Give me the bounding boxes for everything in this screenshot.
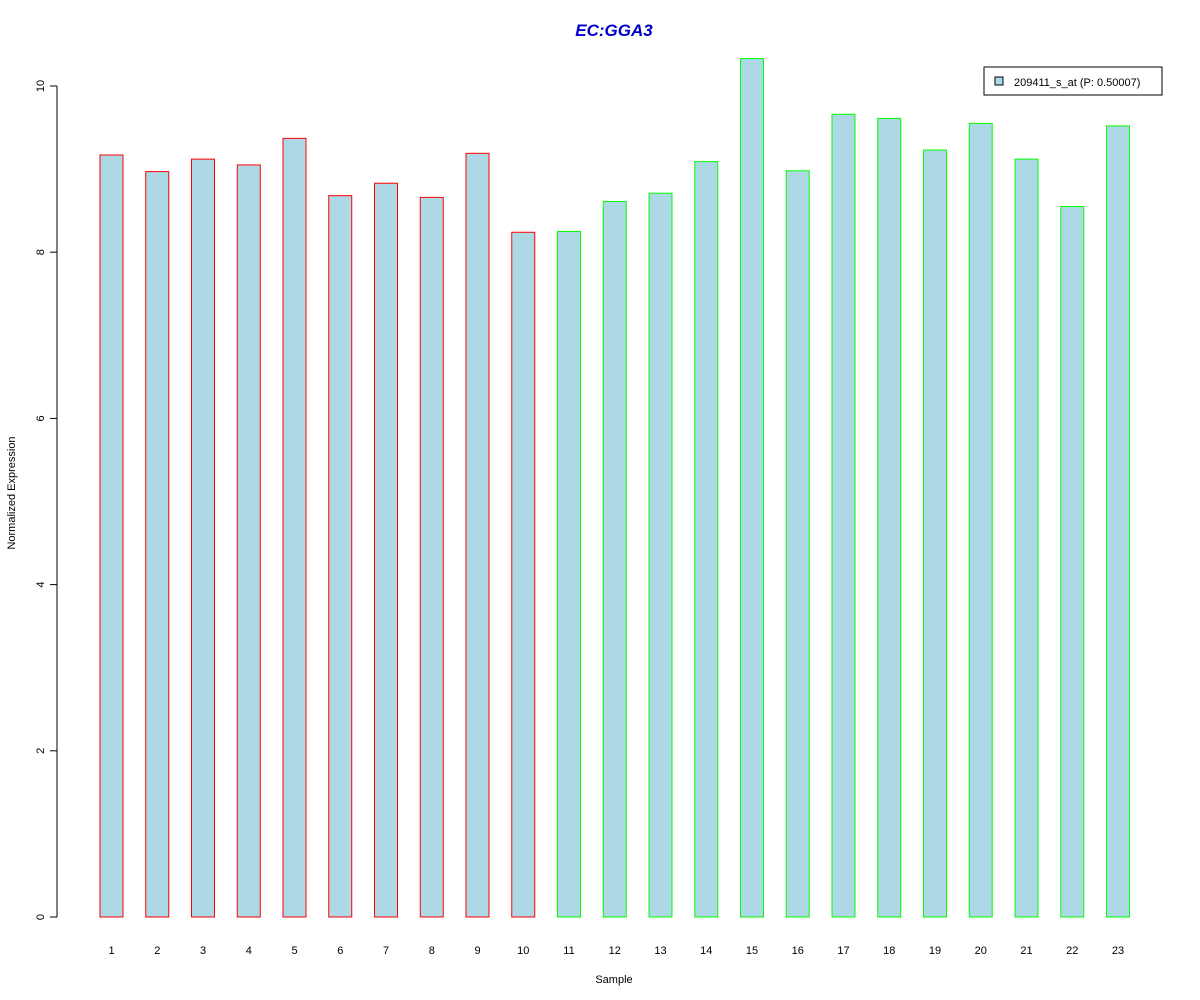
bar-sample-1 bbox=[99, 154, 124, 918]
y-axis-title: Normalized Expression bbox=[6, 436, 18, 549]
y-tick-label: 8 bbox=[35, 249, 47, 255]
x-tick-label: 18 bbox=[883, 945, 895, 957]
bar-sample-14 bbox=[694, 161, 719, 918]
x-tick-label: 3 bbox=[200, 945, 206, 957]
x-tick-label: 16 bbox=[792, 945, 804, 957]
x-axis-title: Sample bbox=[595, 974, 632, 986]
x-tick-label: 13 bbox=[654, 945, 666, 957]
bar-sample-5 bbox=[282, 137, 307, 918]
bar-sample-10 bbox=[511, 231, 536, 918]
x-tick-label: 2 bbox=[154, 945, 160, 957]
y-axis: 0 2 4 6 8 10 bbox=[35, 80, 58, 920]
x-tick-label: 10 bbox=[517, 945, 529, 957]
bar-sample-11 bbox=[557, 230, 581, 918]
legend-swatch bbox=[994, 76, 1004, 86]
x-tick-label: 7 bbox=[383, 945, 389, 957]
legend-box bbox=[983, 66, 1163, 96]
chart-title: EC:GGA3 bbox=[575, 21, 653, 40]
x-axis-labels: 1 2 3 4 5 6 7 8 9 10 11 12 13 14 15 16 17 18 19 20 21 22 23 bbox=[108, 945, 1124, 957]
y-tick-label: 4 bbox=[35, 582, 47, 588]
legend: 209411_s_at (P: 0.50007) bbox=[983, 66, 1163, 96]
bar-sample-9 bbox=[465, 152, 490, 918]
bar-sample-13 bbox=[648, 192, 673, 918]
x-tick-label: 22 bbox=[1066, 945, 1078, 957]
x-tick-label: 9 bbox=[474, 945, 480, 957]
x-tick-label: 12 bbox=[609, 945, 621, 957]
x-tick-label: 8 bbox=[429, 945, 435, 957]
bar-sample-3 bbox=[191, 158, 215, 918]
bar-sample-15 bbox=[740, 58, 764, 918]
x-tick-label: 20 bbox=[975, 945, 987, 957]
y-tick-label: 0 bbox=[35, 914, 47, 920]
bar-sample-7 bbox=[374, 182, 398, 918]
bar-sample-21 bbox=[1014, 158, 1039, 918]
bar-sample-17 bbox=[831, 113, 856, 918]
bar-sample-12 bbox=[602, 201, 627, 918]
x-tick-label: 4 bbox=[246, 945, 252, 957]
bar-sample-22 bbox=[1060, 205, 1085, 918]
x-tick-label: 21 bbox=[1020, 945, 1032, 957]
x-tick-label: 11 bbox=[563, 945, 574, 957]
x-tick-label: 19 bbox=[929, 945, 941, 957]
bar-sample-18 bbox=[877, 117, 902, 918]
y-tick-label: 6 bbox=[35, 415, 47, 421]
bar-sample-2 bbox=[145, 171, 170, 918]
bar-sample-8 bbox=[419, 196, 444, 918]
bar-sample-6 bbox=[328, 195, 353, 918]
bar-sample-20 bbox=[968, 122, 993, 918]
x-tick-label: 17 bbox=[837, 945, 849, 957]
bars bbox=[99, 58, 1130, 918]
y-tick-label: 10 bbox=[35, 80, 47, 92]
x-tick-label: 23 bbox=[1112, 945, 1124, 957]
bar-sample-4 bbox=[236, 164, 261, 918]
x-tick-label: 14 bbox=[700, 945, 712, 957]
x-tick-label: 6 bbox=[337, 945, 343, 957]
bar-sample-23 bbox=[1106, 125, 1130, 918]
bar-sample-19 bbox=[923, 149, 947, 918]
x-tick-label: 15 bbox=[746, 945, 758, 957]
x-tick-label: 5 bbox=[291, 945, 297, 957]
x-tick-label: 1 bbox=[108, 945, 114, 957]
y-tick-label: 2 bbox=[35, 748, 47, 754]
bar-sample-16 bbox=[785, 170, 810, 918]
legend-label: 209411_s_at (P: 0.50007) bbox=[1014, 77, 1140, 89]
